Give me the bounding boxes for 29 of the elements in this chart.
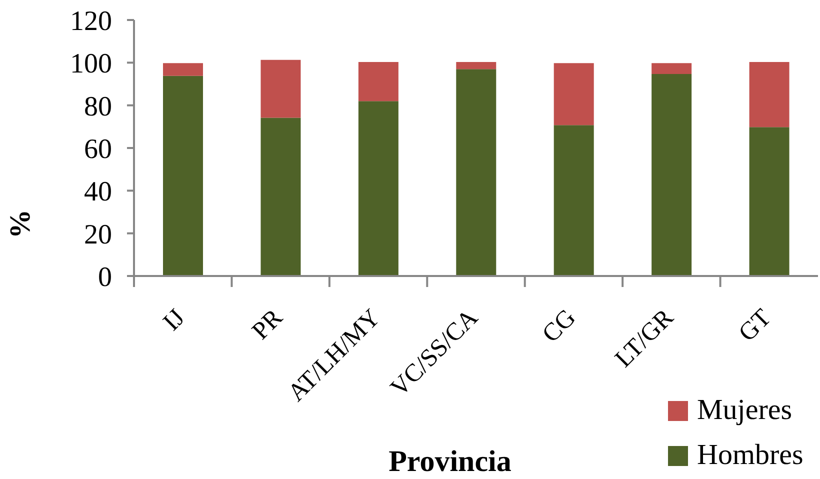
bar (260, 118, 301, 276)
bar (554, 125, 594, 276)
bar (554, 63, 594, 126)
legend-label: Mujeres (697, 394, 792, 426)
y-tick-label: 0 (98, 262, 112, 293)
bar (456, 69, 496, 276)
x-tick-label: GT (734, 304, 776, 347)
x-tick-label: IJ (158, 304, 190, 336)
x-tick-label: PR (247, 304, 288, 345)
x-axis-title: Provincia (388, 445, 512, 478)
y-tick-label: 40 (84, 176, 112, 208)
y-tick-label: 80 (84, 91, 112, 122)
bar (358, 62, 398, 102)
bar (163, 63, 203, 76)
bar (260, 60, 301, 118)
y-tick-label: 120 (70, 6, 112, 37)
bar (652, 63, 692, 74)
bar (358, 101, 398, 276)
bar (749, 127, 790, 276)
x-tick-label: CG (537, 304, 582, 348)
bar (163, 76, 203, 276)
bar (749, 62, 790, 128)
y-tick-label: 60 (84, 134, 112, 165)
legend-label: Hombres (697, 439, 804, 471)
bar (456, 62, 496, 70)
y-tick-label: 100 (70, 48, 112, 80)
y-tick-label: 20 (84, 219, 112, 250)
bar (652, 74, 692, 276)
y-axis-title: % (4, 210, 37, 238)
